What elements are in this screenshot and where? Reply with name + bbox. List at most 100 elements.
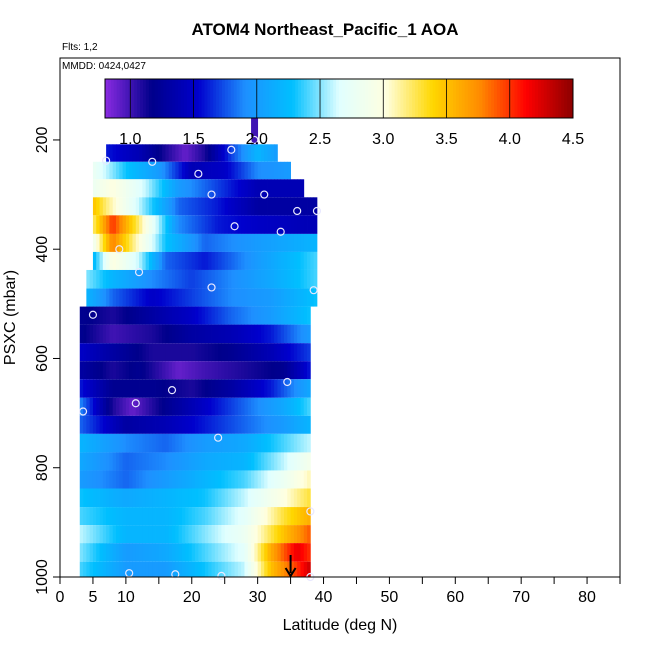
heatmap-cell [297,361,301,380]
heatmap-cell [228,233,232,252]
heatmap-cell [86,433,91,453]
heatmap-cell [300,488,305,508]
heatmap-cell [284,233,288,252]
heatmap-cell [191,488,196,508]
heatmap-cell [277,324,282,344]
heatmap-cell [79,561,84,577]
heatmap-cell [224,397,229,416]
heatmap-cell [139,507,143,526]
heatmap-cell [297,433,301,453]
heatmap-cell [264,161,268,180]
heatmap-cell [96,288,100,307]
heatmap-cell [92,379,97,398]
heatmap-cell [191,251,196,270]
heatmap-cell [198,343,203,362]
colorbar-segment [470,79,475,118]
heatmap-cell [221,269,226,289]
heatmap-cell [297,415,301,434]
heatmap-cell [106,397,110,416]
heatmap-cell [185,488,189,508]
heatmap-cell [204,379,209,398]
heatmap-cell [106,525,110,544]
colorbar-segment [537,79,542,118]
heatmap-cell [280,306,285,325]
heatmap-cell [119,543,123,562]
colorbar-segment [564,79,568,118]
heatmap-cell [254,324,259,344]
heatmap-cell [165,306,170,325]
heatmap-cell [264,144,268,162]
heatmap-cell [224,433,229,453]
heatmap-cell [145,288,150,307]
heatmap-cell [112,452,117,471]
colorbar-segment [494,79,498,118]
heatmap-cell [224,306,229,325]
heatmap-cell [181,179,186,198]
heatmap-cell [89,561,94,577]
heatmap-cell [142,324,147,344]
heatmap-cell [175,324,179,344]
heatmap-cell [185,306,189,325]
y-tick-label: 600 [34,345,51,372]
heatmap-cell [152,288,156,307]
heatmap-cell [99,324,104,344]
heatmap-cell [297,251,301,270]
heatmap-cell [135,306,140,325]
heatmap-cell [270,415,275,434]
heatmap-cell [148,452,153,471]
heatmap-cell [188,161,193,180]
heatmap-cell [92,251,97,270]
heatmap-cell [92,361,97,380]
colorbar-segment [362,79,366,118]
heatmap-cell [165,488,170,508]
heatmap-cell [86,324,91,344]
observation-point [217,571,226,581]
heatmap-cell [191,361,196,380]
observation-point [78,407,88,416]
heatmap-cell [234,543,239,562]
heatmap-cell [274,306,278,325]
heatmap-cell [251,433,255,453]
heatmap-cell [257,415,262,434]
y-tick-label: 400 [34,236,51,263]
heatmap-cell [198,433,203,453]
x-tick-label: 0 [56,589,65,606]
heatmap-cell [218,144,222,162]
heatmap-cell [92,343,97,362]
heatmap-cell [132,415,137,434]
heatmap-cell [244,251,249,270]
heatmap-cell [234,215,239,234]
heatmap-cell [247,488,252,508]
heatmap-cell [287,415,291,434]
colorbar-segment [420,79,425,118]
heatmap-cell [102,488,107,508]
heatmap-cell [198,561,203,577]
heatmap-cell [132,433,137,453]
heatmap-cell [155,397,160,416]
heatmap-cell [198,251,203,270]
heatmap-cell [201,433,206,453]
heatmap-cell [155,433,160,453]
heatmap-cell [237,507,242,526]
colorbar-segment [198,79,203,118]
heatmap-cell [198,379,203,398]
heatmap-cell [96,269,100,289]
heatmap-cell [132,197,137,216]
heatmap-cell [86,543,91,562]
heatmap-cell [267,525,272,544]
colorbar-segment [186,79,191,118]
heatmap-cell [135,507,140,526]
heatmap-cell [102,379,107,398]
heatmap-cell [287,306,291,325]
heatmap-cell [162,525,166,544]
heatmap-cell [228,197,232,216]
x-tick-label: 5 [88,589,97,606]
heatmap-cell [244,306,249,325]
heatmap-cell [129,525,133,544]
heatmap-cell [188,488,193,508]
heatmap-cell [185,525,189,544]
heatmap-cell [181,215,186,234]
heatmap-cell [99,306,104,325]
heatmap-cell [162,415,166,434]
